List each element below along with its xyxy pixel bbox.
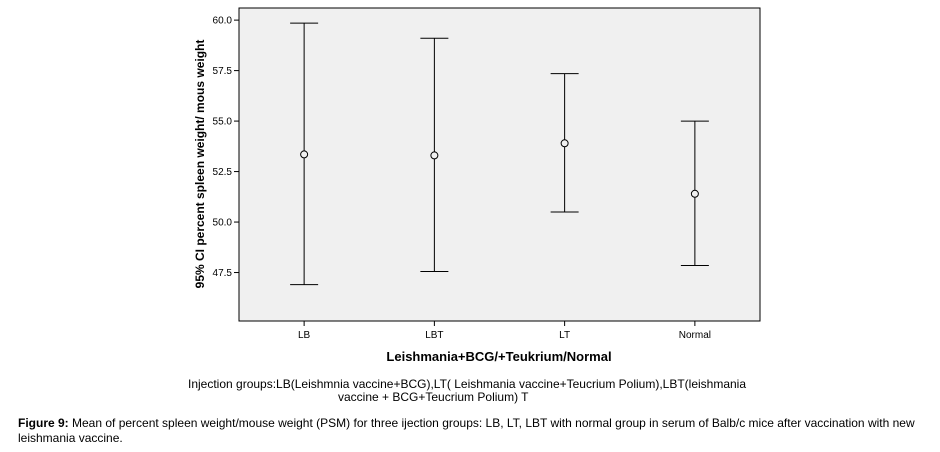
note-line-1: Injection groups:LB(Leishmnia vaccine+BC…: [188, 377, 747, 391]
mean-point-normal: [690, 189, 699, 198]
y-tick-label: 55.0: [213, 117, 233, 128]
caption-label: Figure 9:: [18, 416, 69, 430]
caption-text: Mean of percent spleen weight/mouse weig…: [18, 416, 915, 445]
injection-groups-note: Injection groups:LB(Leishmnia vaccine+BC…: [188, 378, 788, 404]
y-tick-label: 50.0: [213, 218, 233, 229]
x-tick-label: LBT: [425, 330, 443, 341]
error-bar-chart: 47.5 50.0 52.5 55.0 57.5 60.0 LB LBT LT Normal L…: [193, 7, 761, 364]
x-axis: LB LBT LT Normal: [298, 321, 711, 341]
mean-point-lb: [300, 150, 309, 159]
note-line-2: vaccine + BCG+Teucrium Polium) T: [338, 390, 529, 404]
mean-point-lt: [560, 139, 569, 148]
y-tick-label: 52.5: [213, 167, 233, 178]
y-axis: 47.5 50.0 52.5 55.0 57.5 60.0: [213, 16, 239, 279]
x-axis-title: Leishmania+BCG/+Teukrium/Normal: [386, 349, 611, 364]
y-axis-title: 95% CI percent spleen weight/ mous weigh…: [193, 40, 207, 289]
x-tick-label: LT: [559, 330, 570, 341]
plot-area: [238, 7, 761, 322]
x-tick-label: Normal: [679, 330, 711, 341]
y-tick-label: 47.5: [213, 268, 233, 279]
error-bars: [290, 22, 709, 286]
figure-caption: Figure 9: Mean of percent spleen weight/…: [18, 416, 934, 446]
x-tick-label: LB: [298, 330, 311, 341]
y-tick-label: 60.0: [213, 16, 233, 27]
y-tick-label: 57.5: [213, 66, 233, 77]
mean-point-lbt: [430, 151, 439, 160]
